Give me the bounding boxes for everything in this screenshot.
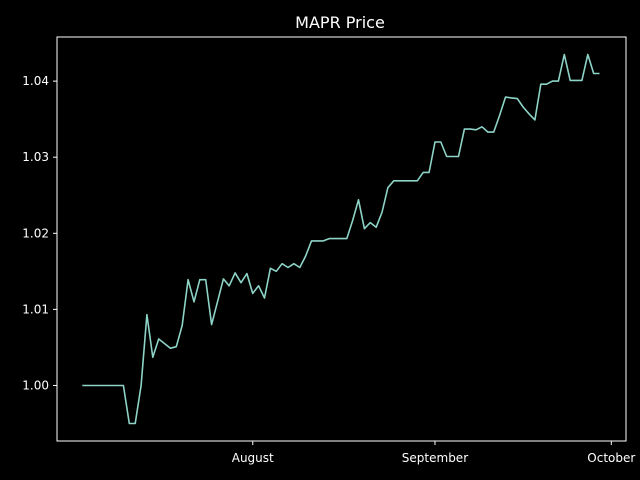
chart-title: MAPR Price: [295, 13, 385, 32]
y-axis: 1.00 1.01 1.02 1.03 1.04: [22, 74, 57, 392]
axes-frame: [56, 36, 627, 442]
plot-area: [82, 53, 600, 425]
x-axis: August September October: [232, 441, 635, 465]
x-tick-label: October: [587, 451, 635, 465]
y-tick-label: 1.02: [22, 226, 49, 240]
y-tick-label: 1.00: [22, 378, 49, 392]
y-tick-label: 1.04: [22, 74, 49, 88]
x-tick-label: August: [232, 451, 274, 465]
series-line: [82, 53, 600, 425]
y-tick-label: 1.01: [22, 302, 49, 316]
x-tick-label: September: [402, 451, 468, 465]
y-tick-label: 1.03: [22, 150, 49, 164]
